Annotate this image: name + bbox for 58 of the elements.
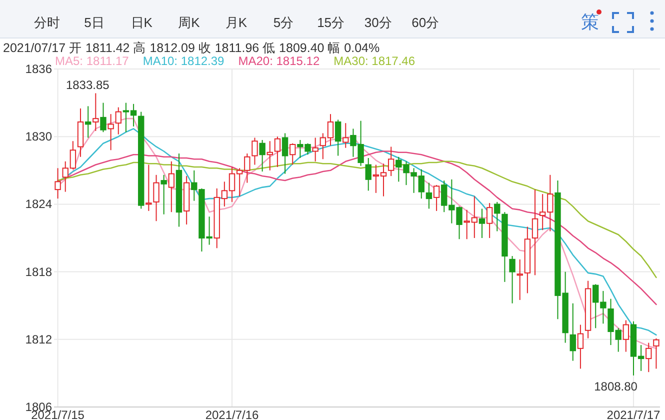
- text: MA10: 1812.39: [142, 54, 225, 68]
- candlestick: [146, 164, 152, 212]
- candlestick: [168, 160, 175, 213]
- candlestick: [478, 208, 486, 238]
- text: 分时: [34, 15, 60, 30]
- text: 60分: [412, 15, 440, 30]
- candlestick: [84, 106, 92, 138]
- y-tick-label: 1818: [25, 264, 52, 279]
- candlestick: [577, 324, 584, 370]
- x-tick-label: 2021/7/16: [205, 408, 260, 420]
- candlestick: [115, 106, 122, 135]
- candlestick: [622, 320, 630, 352]
- candlestick: [433, 184, 440, 212]
- candlestick: [509, 256, 516, 304]
- candlestick: [290, 142, 296, 166]
- candlestick: [259, 139, 266, 172]
- candlestick: [653, 338, 660, 370]
- x-tick-label: 2021/7/17: [606, 408, 661, 420]
- candlestick: [486, 202, 493, 238]
- candlestick: [252, 137, 258, 166]
- y-tick-label: 1812: [25, 332, 52, 346]
- candlestick: [160, 174, 167, 215]
- text: MA20: 1815.12: [238, 54, 320, 68]
- y-tick-label: 1836: [25, 62, 52, 76]
- candlestick: [365, 158, 372, 192]
- candlestick: [426, 182, 432, 210]
- candlestick: [494, 201, 500, 232]
- y-tick-label: 1830: [25, 130, 52, 144]
- annotation: 1808.80: [594, 379, 638, 394]
- candlestick: [282, 132, 288, 174]
- candlestick: [54, 168, 61, 200]
- candlestick: [92, 92, 99, 132]
- candlestick: [108, 114, 114, 151]
- text: 5分: [273, 15, 294, 30]
- candlestick: [570, 302, 576, 362]
- candlestick: [312, 137, 318, 162]
- candlestick: [516, 258, 523, 300]
- candlestick: [274, 136, 281, 168]
- candlestick: [334, 119, 342, 156]
- candlestick: [266, 140, 273, 171]
- chart-subtitle: 2021/07/17 开 1811.42 高 1812.09 收 1811.96 低 1809.40 幅 0.04%: [3, 40, 380, 55]
- y-tick-label: 1824: [25, 197, 52, 212]
- candlestick: [388, 146, 394, 177]
- text: 15分: [317, 15, 345, 30]
- candlestick: [342, 122, 349, 148]
- text: MA30: 1817.46: [334, 54, 416, 68]
- candlestick: [532, 189, 538, 276]
- text: 30分: [364, 15, 392, 30]
- text: MA5: 1811.17: [55, 54, 130, 68]
- text: 月K: [225, 15, 248, 30]
- text: 周K: [178, 15, 200, 30]
- candlestick: [646, 342, 652, 373]
- candlestick: [153, 174, 160, 222]
- annotation: 1833.85: [66, 78, 110, 92]
- text: 5日: [84, 15, 104, 30]
- text: 日K: [130, 15, 153, 30]
- candlestick: [100, 102, 106, 133]
- text: 策: [581, 12, 599, 32]
